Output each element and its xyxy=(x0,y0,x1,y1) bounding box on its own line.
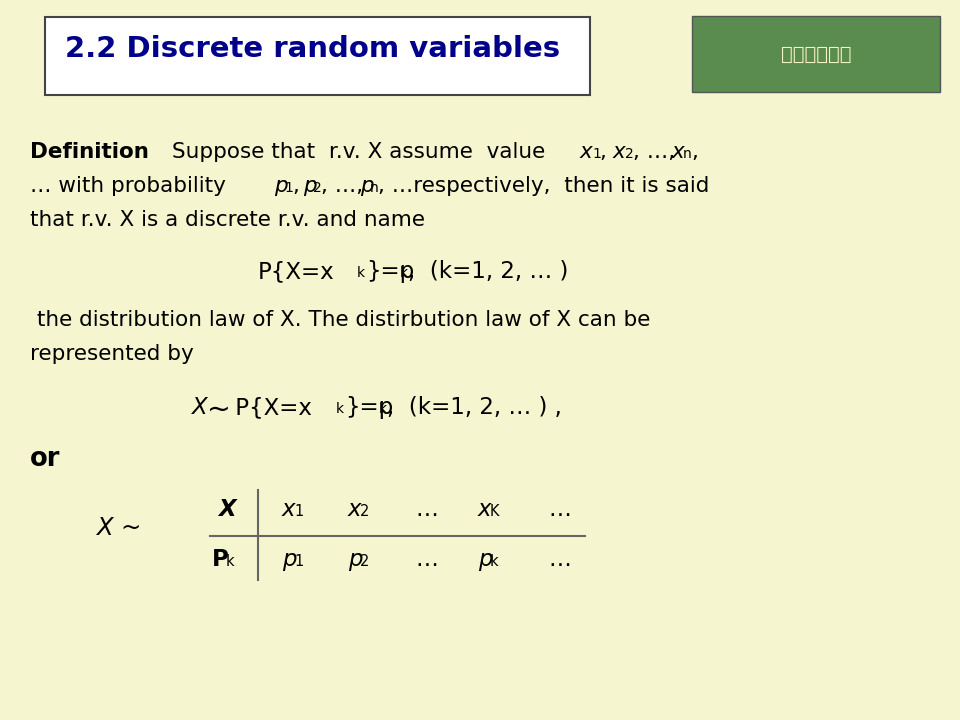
Text: P{X=x: P{X=x xyxy=(228,396,312,419)
Text: …: … xyxy=(548,548,571,571)
Text: 2.2 Discrete random variables: 2.2 Discrete random variables xyxy=(65,35,560,63)
Text: X: X xyxy=(192,396,207,419)
Text: ,: , xyxy=(599,142,606,162)
Text: , …,: , …, xyxy=(321,176,363,196)
Text: , …,: , …, xyxy=(633,142,675,162)
Text: 1: 1 xyxy=(592,147,601,161)
Text: that r.v. X is a discrete r.v. and name: that r.v. X is a discrete r.v. and name xyxy=(30,210,425,230)
Text: x: x xyxy=(613,142,626,162)
Text: n: n xyxy=(683,147,692,161)
Text: or: or xyxy=(30,446,60,472)
Text: k: k xyxy=(490,554,498,569)
Text: k: k xyxy=(379,402,387,416)
Text: P: P xyxy=(212,548,228,571)
Text: K: K xyxy=(490,504,499,519)
Text: ~: ~ xyxy=(207,396,230,424)
Text: x: x xyxy=(282,498,296,521)
Text: k: k xyxy=(400,266,408,280)
Text: k: k xyxy=(357,266,365,280)
Text: the distribution law of X. The distirbution law of X can be: the distribution law of X. The distirbut… xyxy=(30,310,650,330)
Text: p: p xyxy=(348,548,363,571)
Bar xyxy=(45,17,590,95)
Text: Suppose that  r.v. X assume  value: Suppose that r.v. X assume value xyxy=(172,142,545,162)
Text: k: k xyxy=(226,554,234,569)
Text: 2: 2 xyxy=(360,504,370,519)
Text: ,: , xyxy=(292,176,299,196)
Bar xyxy=(692,16,940,92)
Text: $\it{X}$ ~: $\it{X}$ ~ xyxy=(95,516,140,540)
Text: x: x xyxy=(580,142,592,162)
Text: 2: 2 xyxy=(625,147,634,161)
Text: ,: , xyxy=(691,142,698,162)
Text: …: … xyxy=(548,498,571,521)
Text: …: … xyxy=(415,548,438,571)
Text: 1: 1 xyxy=(294,504,303,519)
Text: ,  (k=1, 2, … ): , (k=1, 2, … ) xyxy=(408,260,568,283)
Text: p: p xyxy=(274,176,288,196)
Text: n: n xyxy=(370,181,379,195)
Text: 1: 1 xyxy=(284,181,293,195)
Text: P{X=x: P{X=x xyxy=(258,260,335,283)
Text: represented by: represented by xyxy=(30,344,194,364)
Text: 2: 2 xyxy=(360,554,370,569)
Text: x: x xyxy=(348,498,362,521)
Text: p: p xyxy=(360,176,373,196)
Text: x: x xyxy=(672,142,684,162)
Text: …: … xyxy=(415,498,438,521)
Text: k: k xyxy=(336,402,344,416)
Text: }=p: }=p xyxy=(366,260,415,283)
Text: ,  (k=1, 2, … ) ,: , (k=1, 2, … ) , xyxy=(387,396,562,419)
Text: p: p xyxy=(478,548,492,571)
Text: 1: 1 xyxy=(294,554,303,569)
Text: x: x xyxy=(478,498,492,521)
Text: , …respectively,  then it is said: , …respectively, then it is said xyxy=(378,176,709,196)
Text: }=p: }=p xyxy=(345,396,394,419)
Text: … with probability: … with probability xyxy=(30,176,226,196)
Text: 2: 2 xyxy=(313,181,322,195)
Text: p: p xyxy=(282,548,297,571)
Text: Definition: Definition xyxy=(30,142,149,162)
Text: p: p xyxy=(303,176,317,196)
Text: 安徽师范大学: 安徽师范大学 xyxy=(780,45,852,63)
Text: X: X xyxy=(218,498,235,521)
